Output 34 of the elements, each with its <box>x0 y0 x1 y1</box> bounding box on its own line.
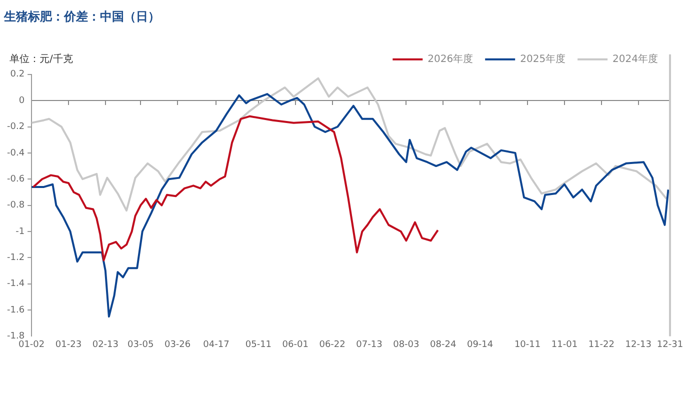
x-tick-label: 12-13 <box>625 340 652 350</box>
y-tick-label: -1.8 <box>7 332 25 342</box>
y-tick-label: 0.2 <box>10 70 25 80</box>
legend-label: 2025年度 <box>520 52 566 65</box>
y-tick-label: -1 <box>16 226 25 237</box>
x-tick-label: 07-13 <box>356 340 382 350</box>
y-tick-label: -1.6 <box>7 305 25 316</box>
x-tick-label: 08-24 <box>430 340 456 350</box>
x-tick-label: 06-22 <box>319 340 346 350</box>
y-tick-label: -0.8 <box>7 200 25 211</box>
x-tick-label: 08-03 <box>393 340 420 350</box>
y-tick-label: 0 <box>18 96 25 106</box>
y-tick-label: -0.4 <box>7 148 25 158</box>
legend-label: 2026年度 <box>428 52 474 65</box>
x-tick-label: 12-31 <box>656 340 684 350</box>
y-tick-label: -0.2 <box>7 122 25 132</box>
x-tick-label: 01-23 <box>55 340 82 350</box>
x-tick-label: 04-17 <box>203 340 230 350</box>
x-tick-label: 03-05 <box>128 340 154 350</box>
chart-title: 生猪标肥：价差：中国（日） <box>3 9 160 24</box>
x-tick-label: 11-22 <box>588 340 614 350</box>
y-tick-label: -1.2 <box>7 253 25 264</box>
x-tick-label: 09-14 <box>466 340 494 350</box>
x-tick-label: 06-01 <box>282 340 308 350</box>
x-tick-label: 02-13 <box>92 340 119 350</box>
x-tick-label: 11-01 <box>551 340 578 350</box>
y-axis-title: 单位：元/千克 <box>10 52 73 65</box>
legend-label: 2024年度 <box>612 52 658 65</box>
x-tick-label: 01-02 <box>18 340 45 350</box>
y-tick-label: -0.6 <box>7 174 25 184</box>
x-tick-label: 03-26 <box>164 340 191 350</box>
x-tick-label: 10-11 <box>514 340 541 350</box>
y-tick-label: -1.4 <box>7 279 25 290</box>
x-tick-label: 05-11 <box>245 340 272 350</box>
